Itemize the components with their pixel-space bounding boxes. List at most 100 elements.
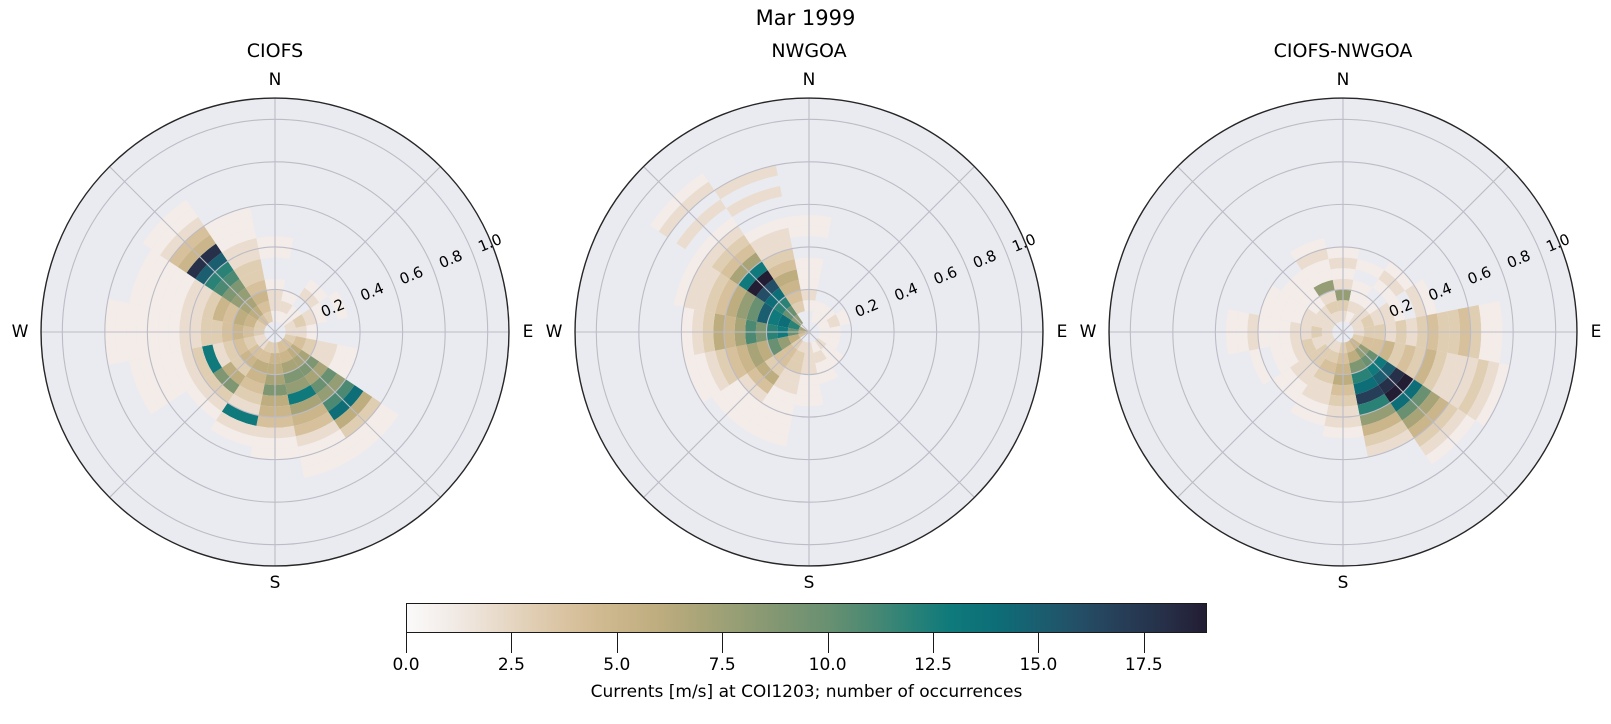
rose-cell: [257, 349, 271, 364]
cardinal-label: W: [12, 322, 29, 342]
subplot-title-ciofs-nwgoa: CIOFS-NWGOA: [1273, 40, 1413, 62]
rose-cell: [1295, 393, 1329, 416]
rose-cell: [704, 272, 730, 314]
rose-cell: [715, 278, 739, 316]
rose-cell: [277, 340, 287, 353]
rose-cell: [233, 258, 263, 279]
rose-cell: [215, 411, 257, 437]
rose-cell: [1351, 367, 1373, 385]
rose-cell: [1449, 356, 1479, 409]
rose-cell: [1249, 348, 1273, 386]
rose-cell: [1301, 308, 1317, 326]
rose-cell: [791, 349, 805, 364]
rose-cell: [212, 296, 231, 322]
spoke-line: [1342, 166, 1509, 333]
rose-cell: [243, 314, 258, 328]
rose-cell: [1404, 284, 1427, 318]
spoke-line: [643, 166, 810, 333]
rose-cell: [1280, 296, 1299, 322]
rose-cell: [301, 338, 317, 356]
rose-cell: [149, 354, 178, 403]
colorbar-tick-mark: [616, 633, 618, 653]
rose-cell: [210, 420, 255, 447]
rose-cell: [285, 376, 311, 395]
rose-cell: [1351, 334, 1364, 344]
rose-cell: [1311, 336, 1326, 350]
rose-cell: [1413, 278, 1437, 316]
rose-cell: [191, 346, 214, 380]
rose-cell: [239, 376, 265, 395]
cardinal-label: S: [1338, 573, 1349, 593]
rose-cell: [283, 367, 305, 385]
rose-cell: [1360, 314, 1375, 328]
rose-cell: [279, 349, 293, 364]
rose-cell: [788, 334, 801, 344]
rose-cell: [1289, 238, 1327, 262]
colorbar-tick-mark: [1143, 633, 1145, 653]
rose-cell: [1365, 429, 1414, 458]
rose-cell: [233, 308, 249, 326]
rose-cell: [279, 300, 293, 315]
figure-title: Mar 1999: [755, 6, 856, 30]
rose-cell: [798, 326, 809, 332]
rose-cell: [1259, 284, 1282, 318]
rose-cell: [746, 296, 765, 322]
rose-cell: [299, 438, 352, 468]
cardinal-label: E: [523, 322, 534, 342]
rose-cell: [735, 344, 756, 374]
rose-cell: [1349, 358, 1367, 374]
cardinal-label: W: [546, 322, 563, 342]
rose-cell: [767, 258, 797, 279]
rose-cell: [149, 261, 178, 310]
rose-cell: [817, 320, 830, 330]
rose-cell: [826, 314, 841, 328]
outer-ring: [40, 97, 510, 567]
rose-cell: [767, 308, 783, 326]
subplot-title-nwgoa: NWGOA: [771, 40, 847, 62]
rose-cell: [1396, 344, 1417, 374]
rose-cell: [673, 255, 703, 308]
colorbar-tick-mark: [933, 633, 934, 653]
rose-cell: [1322, 320, 1335, 330]
rose-cell: [714, 165, 778, 200]
rose-cell: [170, 350, 196, 392]
rose-cell: [746, 342, 765, 368]
rose-cell: [295, 420, 340, 447]
rose-cell: [813, 300, 827, 315]
rose-cell: [773, 376, 799, 395]
rose-cell: [811, 340, 821, 353]
rose-cell: [1431, 352, 1458, 397]
rose-cell: [1311, 314, 1326, 328]
rose-cell: [1369, 308, 1385, 326]
rose-cell: [160, 352, 187, 397]
rose-cell: [319, 342, 338, 368]
rose-cell: [301, 446, 358, 479]
rose-cell: [292, 336, 307, 350]
cardinal-label: S: [804, 573, 815, 593]
rose-cell: [1290, 340, 1308, 362]
cardinal-label: N: [803, 70, 816, 90]
rose-cell: [815, 358, 833, 374]
rose-cell: [1349, 290, 1367, 306]
rose-cell: [1378, 340, 1396, 362]
rose-cell: [1369, 338, 1385, 356]
rose-cell: [779, 279, 801, 297]
rose-cell: [257, 300, 271, 315]
rose-cell: [744, 217, 789, 244]
rose-cell: [283, 320, 296, 330]
rose-cell: [1313, 367, 1335, 385]
rose-cell: [1357, 393, 1391, 416]
rose-cell: [191, 284, 214, 318]
rose-cell: [1457, 358, 1490, 415]
cardinal-label: E: [1591, 322, 1602, 342]
rose-cell: [243, 336, 258, 350]
rose-cell: [761, 393, 795, 416]
rose-cell: [297, 429, 346, 458]
rose-cell: [251, 290, 269, 306]
spoke-line: [808, 166, 975, 333]
rose-cell: [744, 420, 789, 447]
rose-cell: [1313, 279, 1335, 297]
